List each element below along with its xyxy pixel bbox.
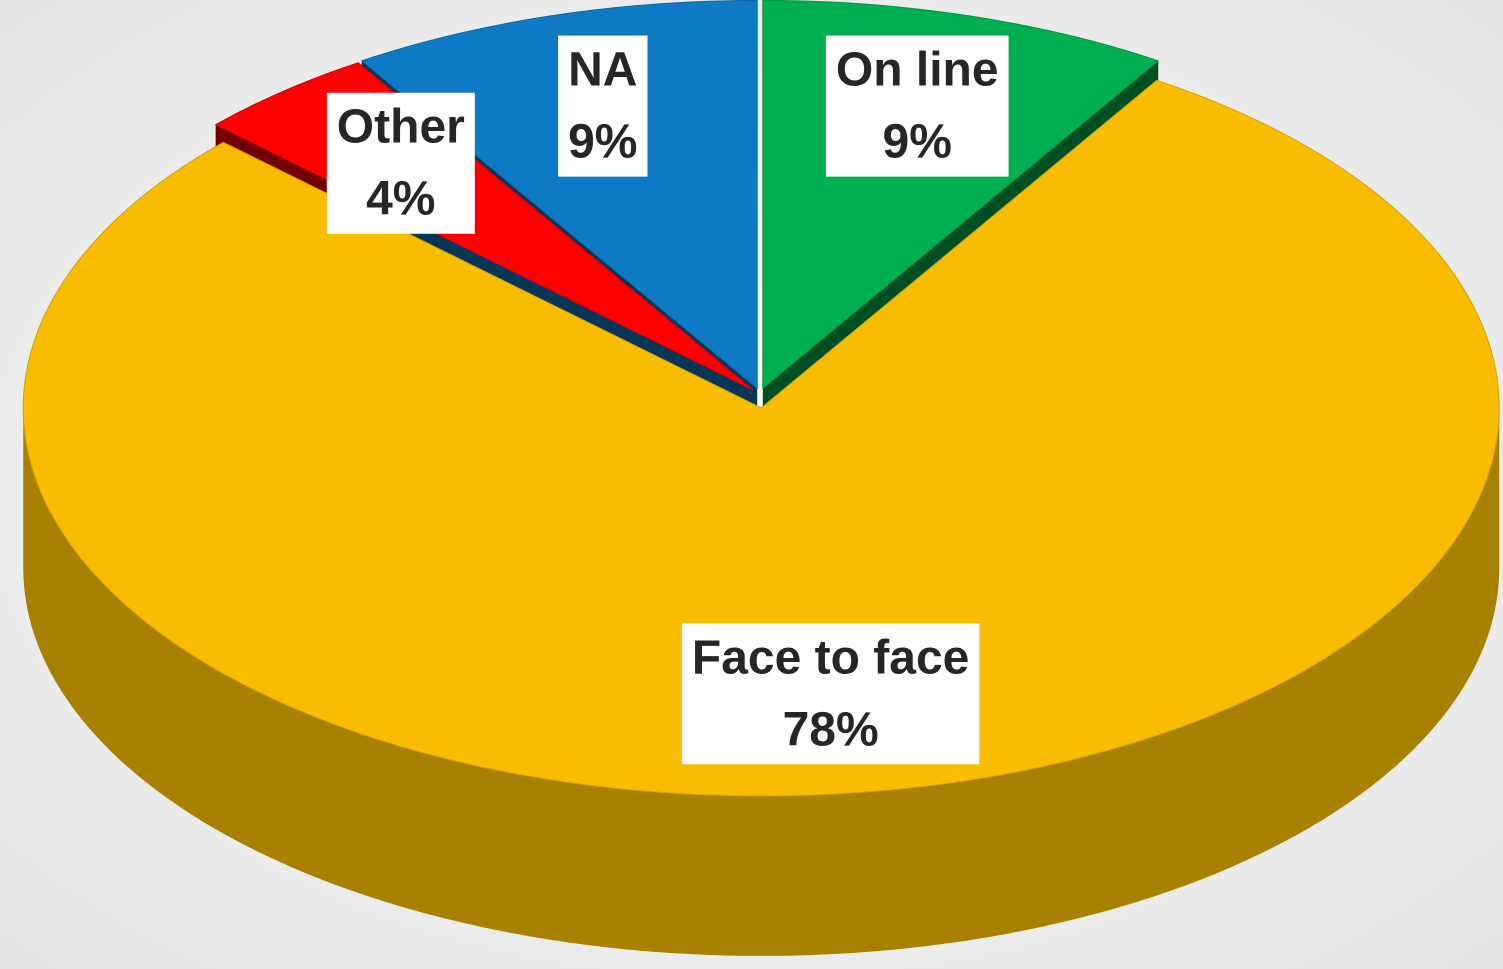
label-box	[825, 35, 1009, 177]
data-label: Other 4%	[326, 92, 475, 234]
data-label: On line 9%	[825, 35, 1009, 177]
category-label: NA	[568, 44, 637, 97]
label-box	[681, 623, 980, 765]
category-label: On line	[836, 44, 999, 97]
value-label: 78%	[783, 703, 879, 756]
category-label: Face to face	[692, 631, 969, 684]
data-label: Face to face 78%	[681, 623, 980, 765]
data-labels: On line 9% Face to face 78% Other 4% NA 9%	[326, 35, 1009, 765]
value-label: 4%	[366, 173, 435, 226]
label-box	[326, 92, 475, 234]
category-label: Other	[337, 101, 465, 154]
label-box	[558, 35, 648, 177]
value-label: 9%	[568, 116, 637, 169]
value-label: 9%	[883, 116, 952, 169]
side-wall	[23, 407, 1500, 956]
slice	[22, 79, 1500, 797]
data-label: NA 9%	[558, 35, 648, 177]
side-walls	[23, 407, 1500, 956]
